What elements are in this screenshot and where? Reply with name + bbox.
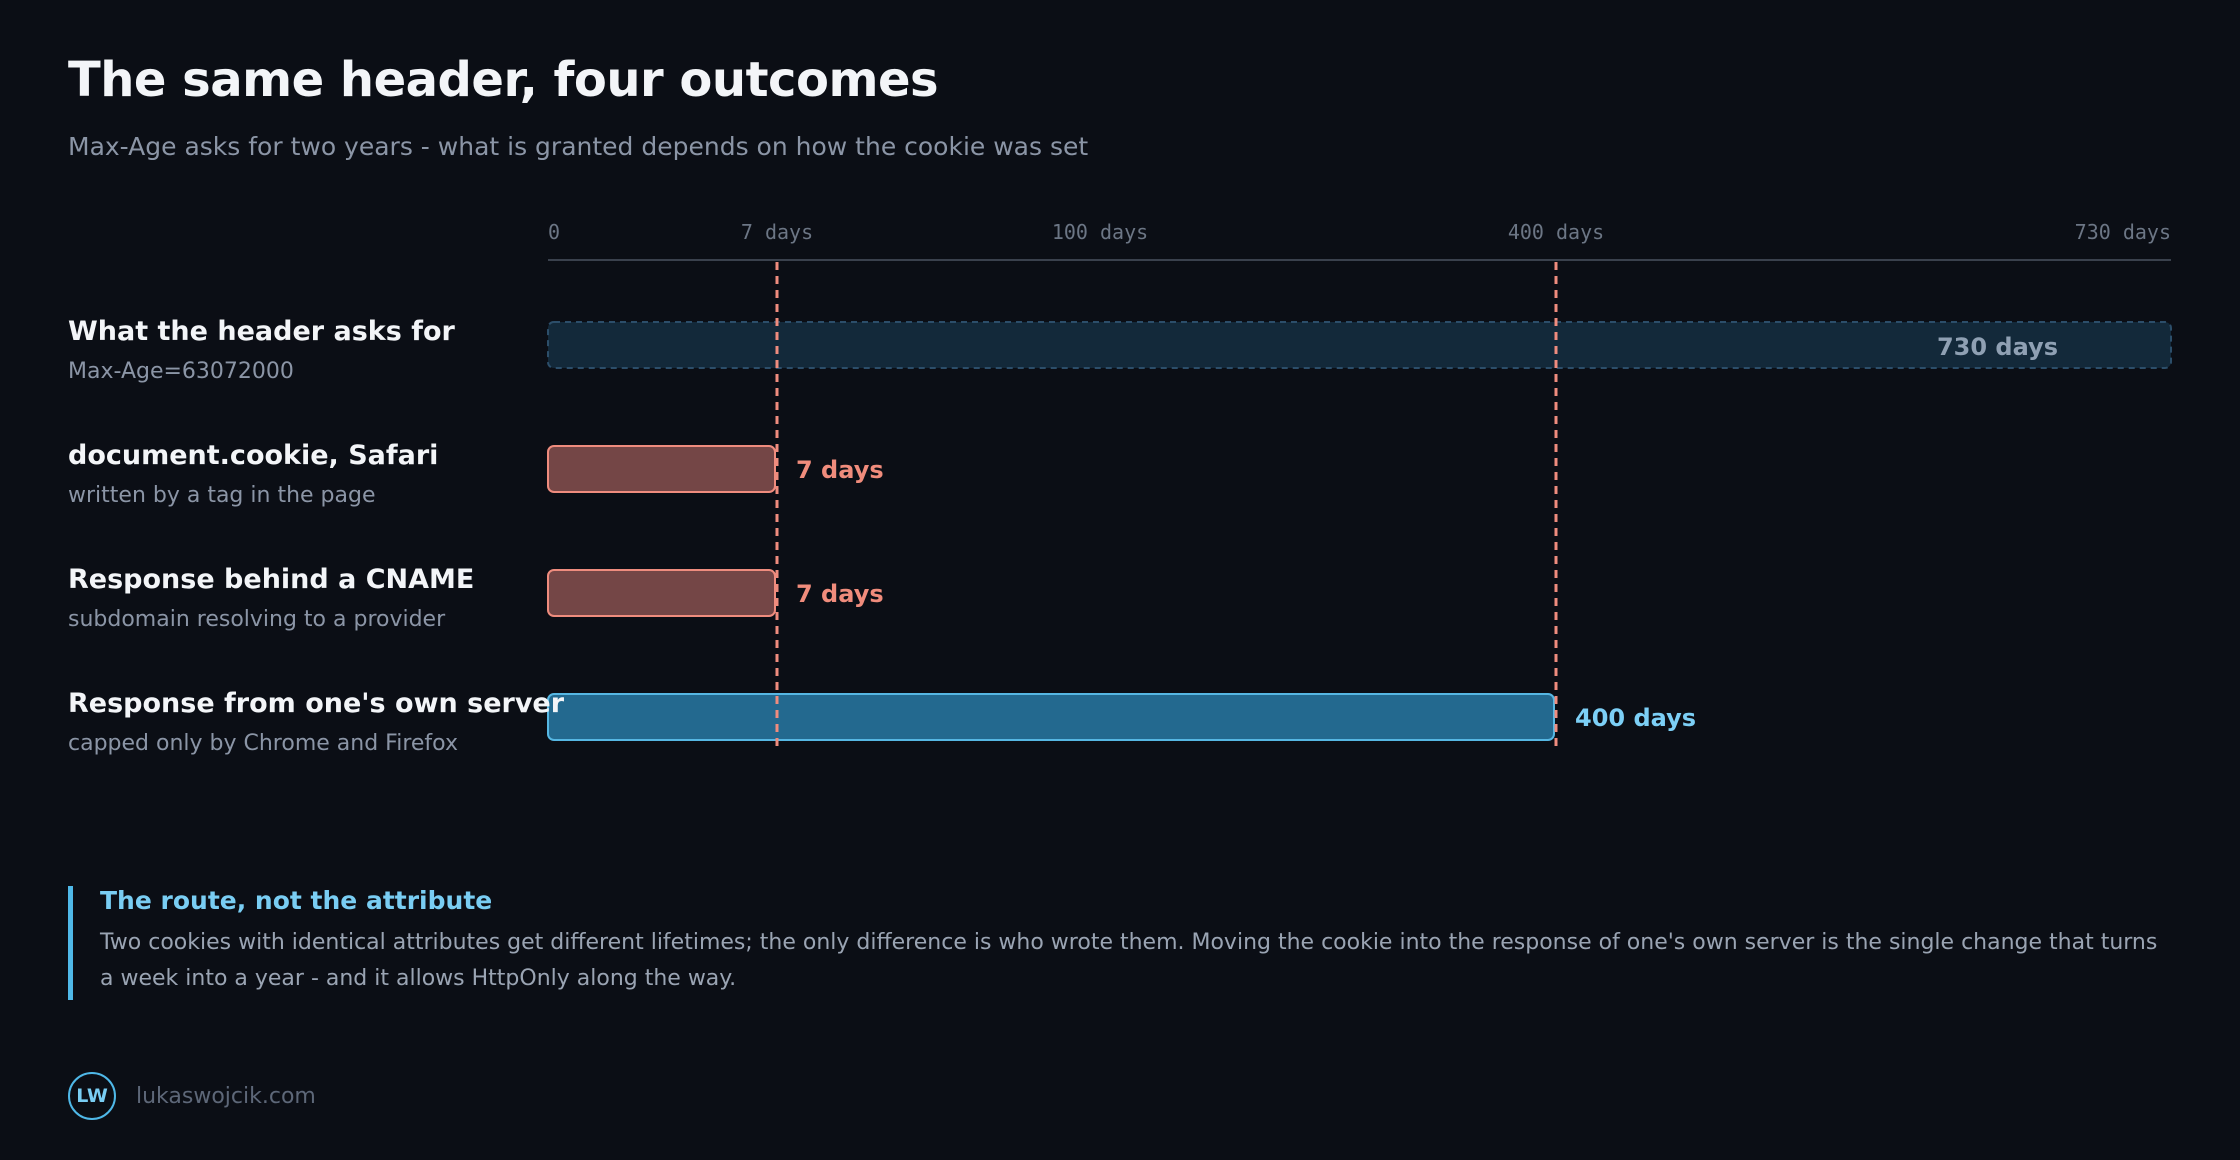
brand-logo: LW: [68, 1072, 116, 1120]
axis-tick-label: 0: [548, 220, 560, 244]
row-subtitle: Max-Age=63072000: [68, 359, 294, 384]
axis-tick-label: 400 days: [1508, 220, 1604, 244]
bar-requested: [547, 321, 2172, 369]
row-subtitle: capped only by Chrome and Firefox: [68, 731, 458, 756]
row-title: document.cookie, Safari: [68, 440, 439, 471]
bar-capped: [547, 445, 776, 493]
row-title: What the header asks for: [68, 316, 455, 347]
axis-tick-label: 7 days: [741, 220, 813, 244]
bar-capped: [547, 569, 776, 617]
axis-tick-label: 730 days: [2075, 220, 2171, 244]
row-label-document-cookie: document.cookie, Safari written by a tag…: [68, 440, 528, 508]
callout-title: The route, not the attribute: [100, 886, 493, 915]
bar-value-label: 730 days: [1937, 333, 2058, 361]
bar-value-label: 7 days: [796, 456, 884, 484]
footer-url[interactable]: lukaswojcik.com: [136, 1083, 316, 1109]
bar-server: [547, 693, 1555, 741]
page-title: The same header, four outcomes: [68, 52, 939, 108]
row-subtitle: written by a tag in the page: [68, 483, 376, 508]
row-title: Response behind a CNAME: [68, 564, 475, 595]
row-subtitle: subdomain resolving to a provider: [68, 607, 446, 632]
page-subtitle: Max-Age asks for two years - what is gra…: [68, 132, 1089, 161]
bar-value-label: 400 days: [1575, 704, 1696, 732]
lifetime-chart: 0 7 days 100 days 400 days 730 days 730 days 7…: [547, 220, 2172, 752]
callout-box: The route, not the attribute Two cookies…: [68, 886, 2172, 1000]
bar-value-label: 7 days: [796, 580, 884, 608]
callout-text: Two cookies with identical attributes ge…: [100, 930, 2158, 991]
row-label-cname: Response behind a CNAME subdomain resolv…: [68, 564, 528, 632]
row-label-header-request: What the header asks for Max-Age=6307200…: [68, 316, 528, 384]
axis-tick-label: 100 days: [1052, 220, 1148, 244]
row-label-own-server: Response from one's own server capped on…: [68, 688, 565, 756]
footer: LW lukaswojcik.com: [68, 1072, 316, 1120]
row-title: Response from one's own server: [68, 688, 565, 719]
